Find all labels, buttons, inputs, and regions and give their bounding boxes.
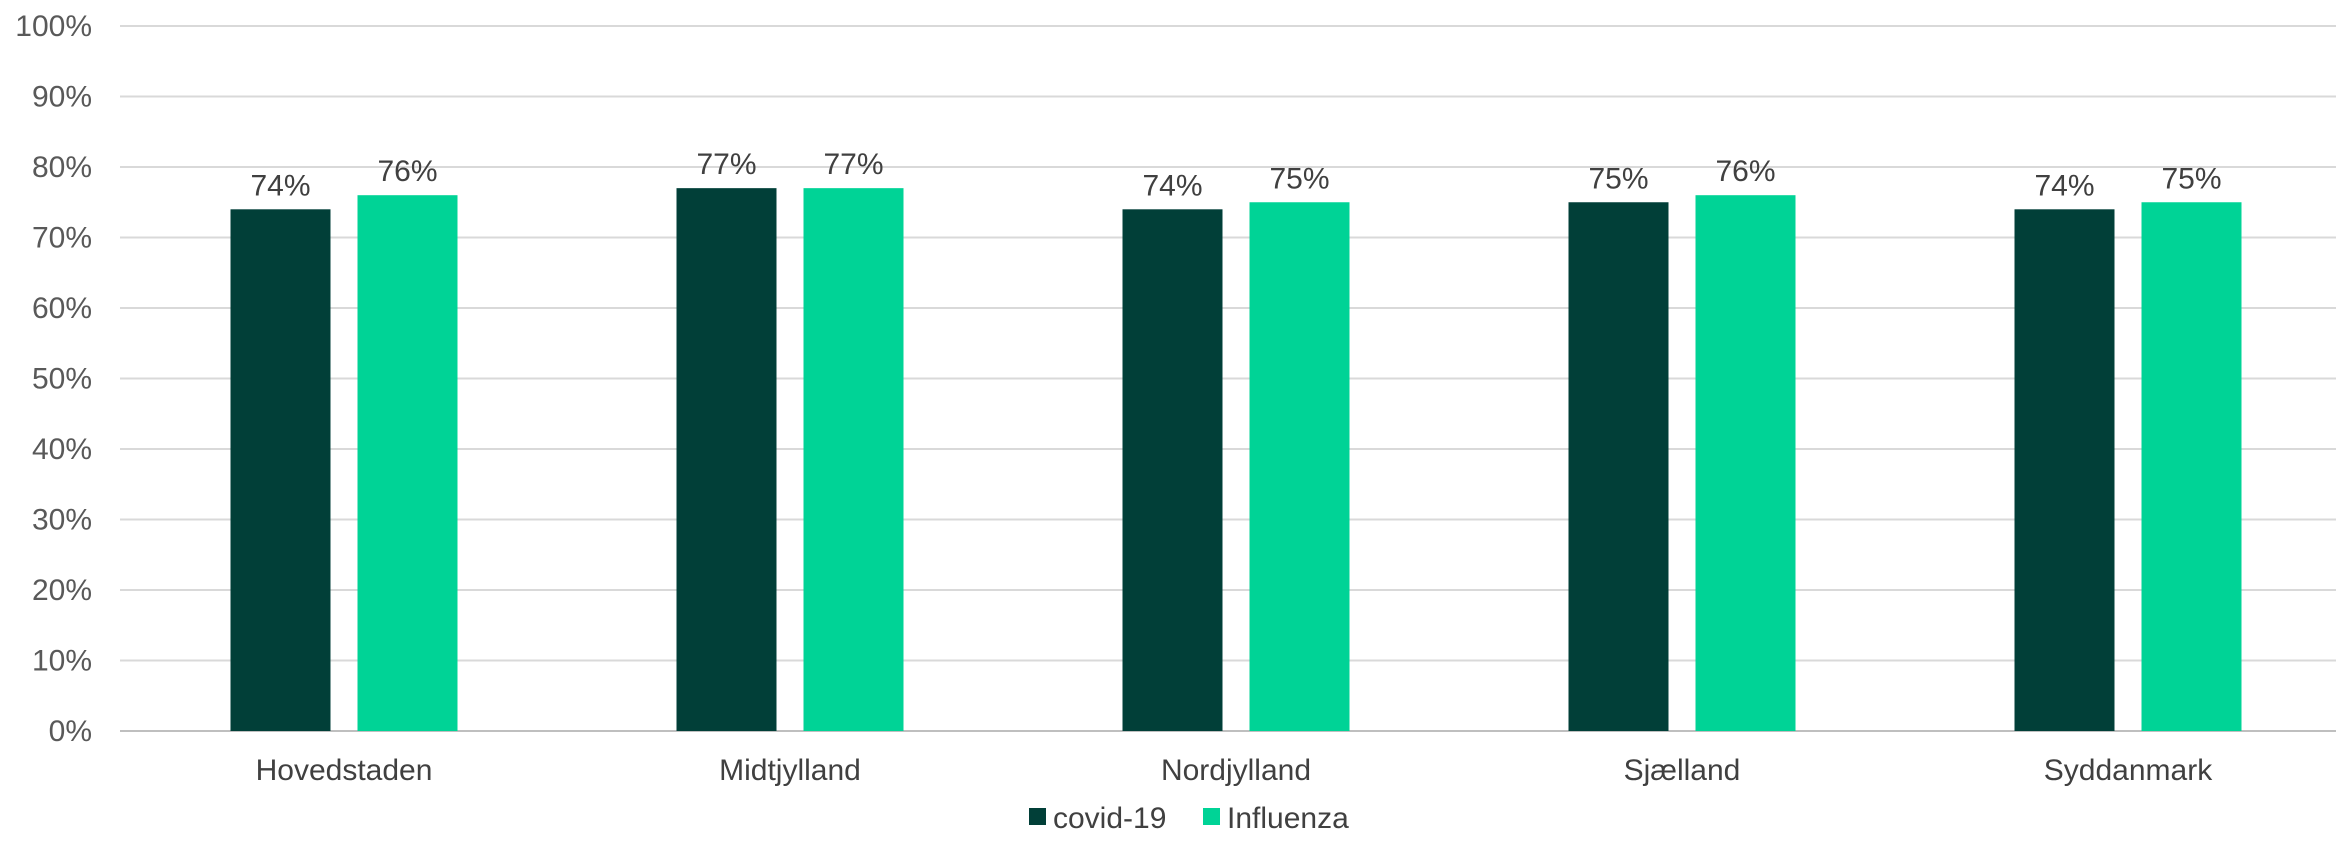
bar-covid-19-hovedstaden	[230, 209, 331, 732]
bar-covid-19-sjælland	[1568, 202, 1669, 731]
data-label: 77%	[696, 148, 756, 181]
category-label: Hovedstaden	[256, 754, 433, 787]
data-label: 76%	[1715, 155, 1775, 188]
y-tick-label: 80%	[32, 151, 92, 184]
y-tick-label: 50%	[32, 363, 92, 396]
bar-influenza-midtjylland	[803, 188, 904, 731]
legend-swatch	[1203, 808, 1220, 825]
x-axis-category-labels: Hovedstaden Midtjylland Nordjylland Sjællan…	[256, 754, 2214, 787]
bar-influenza-sjælland	[1695, 195, 1796, 731]
y-tick-label: 20%	[32, 574, 92, 607]
y-tick-label: 40%	[32, 433, 92, 466]
y-tick-label: 90%	[32, 81, 92, 114]
y-tick-label: 70%	[32, 222, 92, 255]
legend-label: covid-19	[1053, 802, 1166, 835]
data-label: 76%	[377, 155, 437, 188]
y-tick-label: 100%	[15, 10, 92, 43]
data-label: 74%	[250, 169, 310, 202]
data-label: 74%	[2034, 169, 2094, 202]
y-tick-label: 10%	[32, 645, 92, 678]
data-labels: 74% 76% 77% 77% 74% 75% 75% 76% 74% 75%	[250, 148, 2221, 202]
data-label: 74%	[1142, 169, 1202, 202]
data-label: 75%	[2161, 162, 2221, 195]
y-tick-label: 0%	[49, 715, 92, 748]
legend-label: Influenza	[1227, 802, 1349, 835]
category-label: Nordjylland	[1161, 754, 1311, 787]
data-label: 75%	[1269, 162, 1329, 195]
category-label: Syddanmark	[2044, 754, 2213, 787]
y-tick-label: 60%	[32, 292, 92, 325]
y-axis-tick-labels: 0% 10% 20% 30% 40% 50% 60% 70% 80% 90% 100%	[15, 10, 92, 748]
category-label: Midtjylland	[719, 754, 861, 787]
legend-item: covid-19	[1029, 802, 1166, 835]
legend-item: Influenza	[1203, 802, 1349, 835]
bar-influenza-nordjylland	[1249, 202, 1350, 731]
bar-covid-19-syddanmark	[2014, 209, 2115, 732]
legend: covid-19 Influenza	[1029, 802, 1349, 835]
gridlines	[120, 25, 2336, 732]
data-label: 77%	[823, 148, 883, 181]
data-label: 75%	[1588, 162, 1648, 195]
legend-swatch	[1029, 808, 1046, 825]
bar-influenza-hovedstaden	[357, 195, 458, 731]
y-tick-label: 30%	[32, 504, 92, 537]
bar-covid-19-midtjylland	[676, 188, 777, 731]
bars	[230, 188, 2242, 732]
bar-covid-19-nordjylland	[1122, 209, 1223, 732]
category-label: Sjælland	[1624, 754, 1741, 787]
bar-influenza-syddanmark	[2141, 202, 2242, 731]
